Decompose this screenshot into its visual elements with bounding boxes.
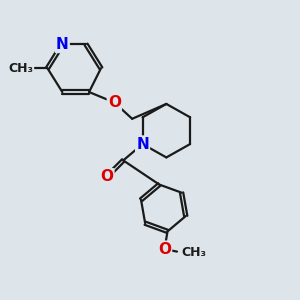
- Text: N: N: [136, 136, 149, 152]
- Text: CH₃: CH₃: [8, 62, 33, 75]
- Text: CH₃: CH₃: [181, 246, 206, 259]
- Text: O: O: [108, 95, 121, 110]
- Text: O: O: [100, 169, 113, 184]
- Text: N: N: [56, 37, 69, 52]
- Text: O: O: [158, 242, 171, 257]
